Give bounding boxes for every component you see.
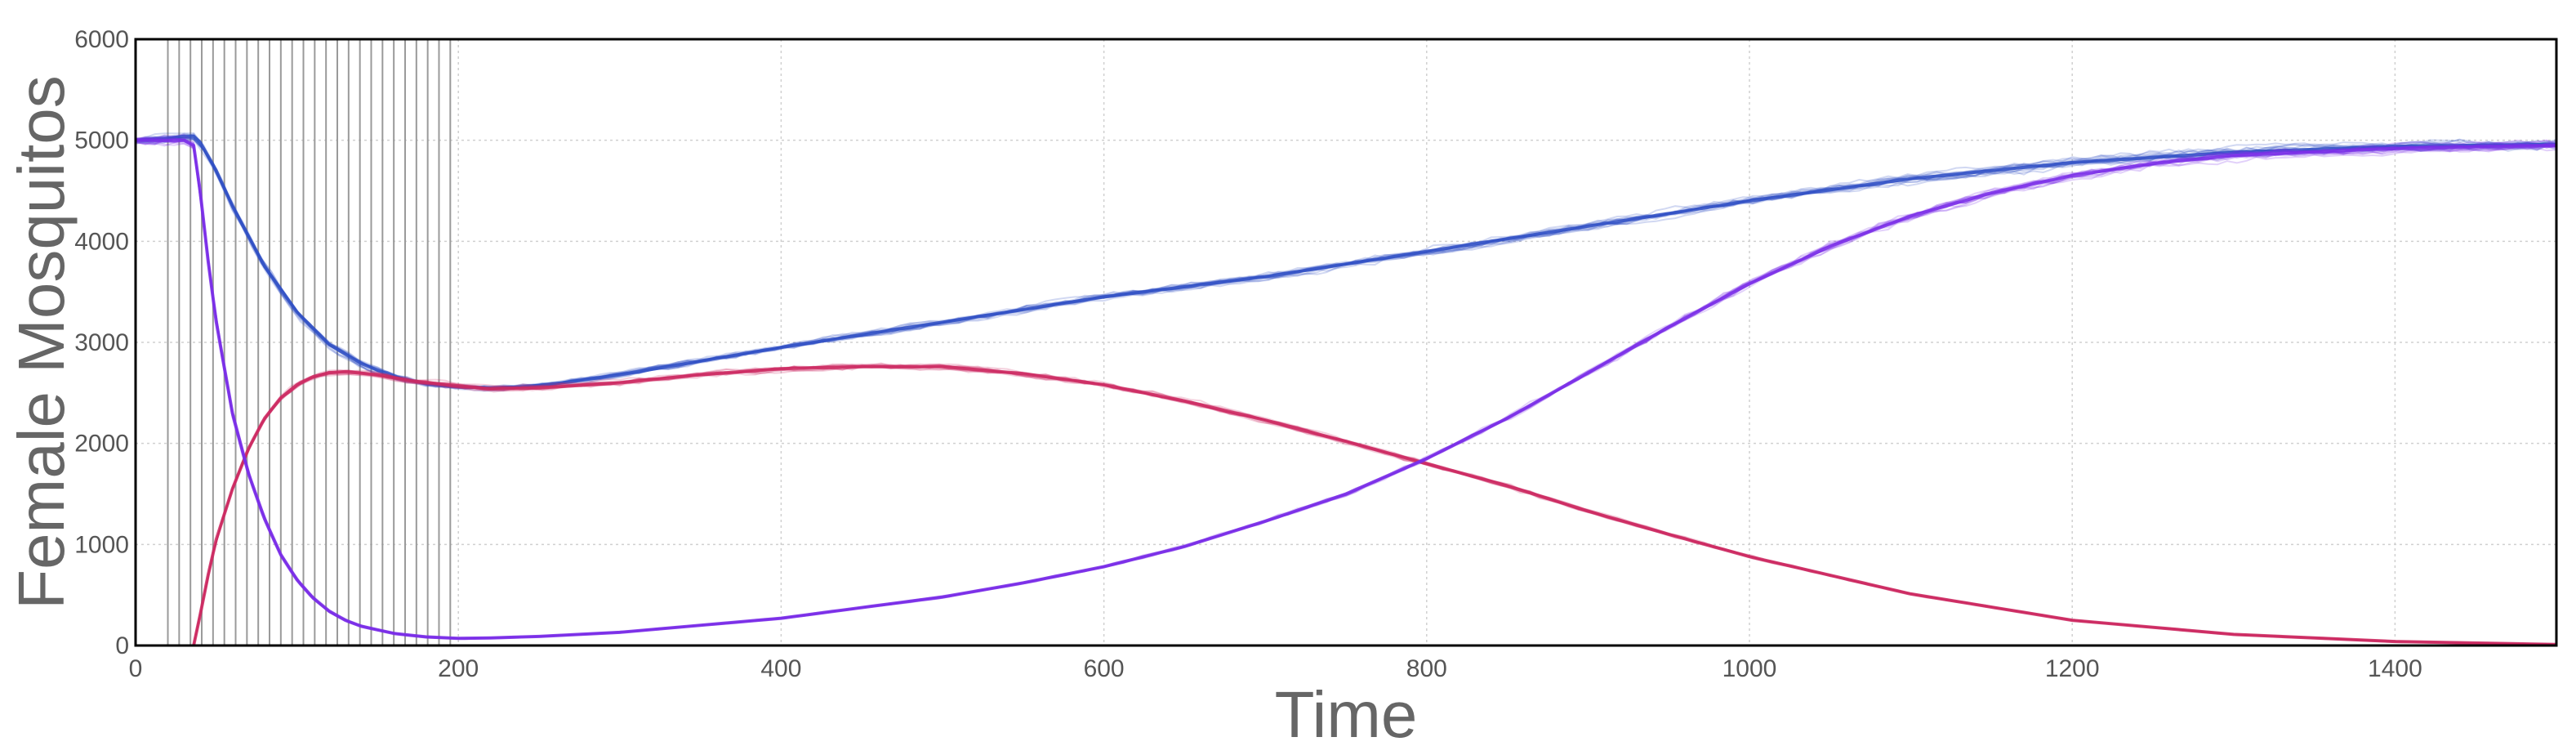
x-tick-label: 1200 — [2045, 655, 2100, 682]
series-2-replicate — [193, 363, 2557, 646]
release-lines — [167, 39, 452, 646]
series-2-replicate — [193, 362, 2557, 646]
y-tick-label: 1000 — [74, 531, 129, 558]
plot-frame — [134, 38, 2558, 647]
series-2-replicate — [193, 365, 2557, 646]
series-2-replicate — [193, 363, 2557, 646]
series-2-replicate — [193, 364, 2557, 646]
y-axis-ticks: 0 1000 2000 3000 4000 5000 6000 — [74, 26, 129, 659]
series-2-replicate — [193, 364, 2556, 646]
y-axis-title: Female Mosquitos — [5, 75, 78, 610]
series-2-replicate — [193, 363, 2556, 646]
series-2-replicate — [193, 364, 2557, 646]
series-3-mean-line — [136, 138, 2557, 641]
x-tick-label: 1400 — [2368, 655, 2422, 682]
series-2-replicate — [193, 365, 2557, 646]
y-tick-label: 4000 — [74, 228, 129, 255]
x-tick-label: 200 — [438, 655, 479, 682]
y-tick-label: 6000 — [74, 26, 129, 53]
series-layer — [135, 132, 2557, 646]
series-1-replicate — [135, 132, 2557, 388]
series-2-mean-line — [192, 364, 2557, 646]
series-2-replicate — [193, 363, 2557, 646]
series-2-replicate — [193, 364, 2557, 646]
series-2-replicate — [193, 363, 2557, 646]
x-tick-label: 400 — [760, 655, 801, 682]
x-tick-label: 800 — [1406, 655, 1447, 682]
series-2-replicate — [193, 363, 2557, 646]
x-tick-label: 600 — [1084, 655, 1125, 682]
grid — [135, 38, 2556, 646]
y-tick-label: 0 — [115, 632, 129, 659]
y-tick-label: 3000 — [74, 329, 129, 356]
series-2-replicate — [193, 364, 2557, 646]
x-tick-label: 1000 — [1723, 655, 1777, 682]
series-1 — [135, 132, 2557, 392]
series-3 — [135, 133, 2557, 641]
x-tick-label: 0 — [129, 655, 143, 682]
series-2 — [192, 362, 2557, 646]
x-axis-title: Time — [1275, 678, 1418, 751]
y-tick-label: 5000 — [74, 127, 129, 154]
x-axis-ticks: 0 200 400 600 800 1000 1200 1400 — [129, 655, 2422, 682]
y-tick-label: 2000 — [74, 431, 129, 458]
